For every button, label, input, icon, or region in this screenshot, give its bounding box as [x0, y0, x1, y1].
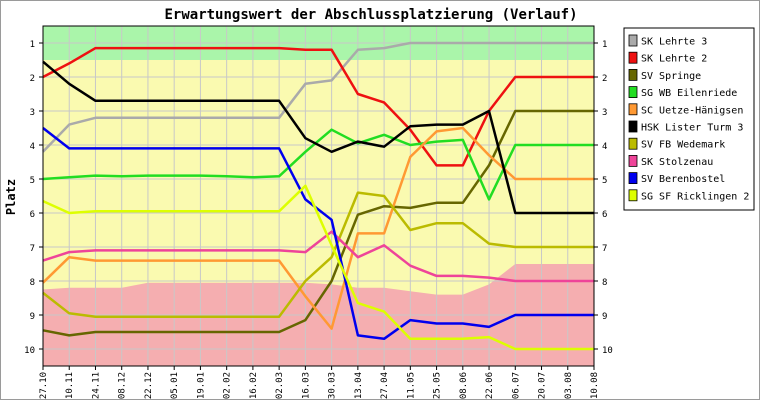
legend-label: SC Uetze-Hänigsen [641, 105, 743, 116]
legend-swatch [628, 51, 638, 64]
y-tick-label-left: 2 [30, 74, 35, 84]
y-tick-label-left: 10 [24, 346, 35, 356]
x-tick-label: 16.02 [249, 372, 259, 399]
x-tick-label: 30.03 [328, 372, 338, 399]
x-tick-label: 02.03 [275, 372, 285, 399]
x-tick-label: 08.12 [118, 372, 128, 399]
x-tick-label: 10.08 [590, 372, 600, 399]
legend-label: SK Lehrte 2 [641, 54, 707, 65]
y-tick-label-right: 1 [602, 40, 607, 50]
x-tick-label: 22.12 [144, 372, 154, 399]
y-tick-label-left: 6 [30, 210, 35, 220]
x-tick-label: 05.01 [170, 372, 180, 399]
y-tick-label-right: 8 [602, 278, 607, 288]
y-tick-label-right: 3 [602, 108, 607, 118]
y-tick-label-right: 10 [602, 346, 613, 356]
x-tick-label: 02.02 [223, 372, 233, 399]
series-line [42, 109, 594, 337]
legend-swatch [628, 137, 638, 150]
y-tick-label-right: 2 [602, 74, 607, 84]
legend-box [623, 27, 755, 211]
x-tick-label: 25.05 [433, 372, 443, 399]
series-line [42, 184, 594, 351]
y-tick-label-right: 7 [602, 244, 607, 254]
legend-swatch [628, 172, 638, 185]
series-lines [42, 41, 594, 351]
series-line [42, 191, 594, 318]
x-tick-label: 19.01 [196, 372, 206, 399]
legend: SK Lehrte 3 SK Lehrte 2 SV Springe SG WB Ei… [623, 27, 755, 211]
x-tick-label: 27.04 [380, 372, 390, 399]
legend-label: SK Stolzenau [641, 157, 713, 168]
series-line [42, 41, 594, 153]
y-tick-label-left: 5 [30, 176, 35, 186]
legend-label: SV FB Wedemark [641, 140, 725, 151]
y-tick-label-left: 3 [30, 108, 35, 118]
x-tick-label: 06.07 [511, 372, 521, 399]
x-tick-label: 22.06 [485, 372, 495, 399]
series-line [42, 230, 594, 283]
series-line [42, 46, 594, 167]
x-tick-label: 20.07 [538, 372, 548, 399]
legend-swatch [628, 69, 638, 81]
legend-swatch [628, 120, 638, 133]
series-line [42, 128, 594, 201]
chart-title: Erwartungswert der Abschlussplatzierung … [164, 7, 577, 23]
y-tick-label-left: 7 [30, 244, 35, 254]
legend-swatch [628, 86, 638, 98]
legend-label: SV Berenbostel [641, 174, 725, 185]
legend-swatch [628, 34, 638, 47]
series-line [42, 60, 594, 215]
legend-label: SV Springe [641, 71, 701, 82]
x-tick-label: 24.11 [91, 372, 101, 399]
y-tick-label-left: 9 [30, 312, 35, 322]
y-axis-label: Platz [4, 179, 18, 215]
x-tick-label: 11.05 [406, 372, 416, 399]
x-tick-label: 10.11 [65, 372, 75, 399]
legend-label: HSK Lister Turm 3 [641, 123, 743, 134]
legend-label: SG SF Ricklingen 2 [641, 191, 749, 202]
legend-swatch [628, 154, 638, 167]
legend-label: SG WB Eilenriede [641, 88, 737, 99]
axes: 1 1 2 2 3 3 4 4 5 5 6 6 7 7 8 8 9 9 10 10 27.10 10.11 24.11 08.… [24, 25, 613, 399]
y-tick-label-right: 4 [602, 142, 607, 152]
series-line [42, 127, 594, 341]
legend-swatch [628, 189, 638, 202]
x-tick-label: 08.06 [459, 372, 469, 399]
legend-swatch [628, 103, 638, 116]
y-tick-label-left: 1 [30, 40, 35, 50]
x-tick-label: 13.04 [354, 372, 364, 399]
y-tick-label-left: 8 [30, 278, 35, 288]
x-tick-label: 27.10 [39, 372, 49, 399]
plot-border [42, 25, 595, 367]
y-tick-label-right: 9 [602, 312, 607, 322]
y-tick-label-left: 4 [30, 142, 35, 152]
x-tick-label: 03.08 [564, 372, 574, 399]
legend-label: SK Lehrte 3 [641, 37, 707, 48]
y-tick-label-right: 5 [602, 176, 607, 186]
x-tick-label: 16.03 [301, 372, 311, 399]
y-tick-label-right: 6 [602, 210, 607, 220]
series-line [42, 126, 594, 330]
